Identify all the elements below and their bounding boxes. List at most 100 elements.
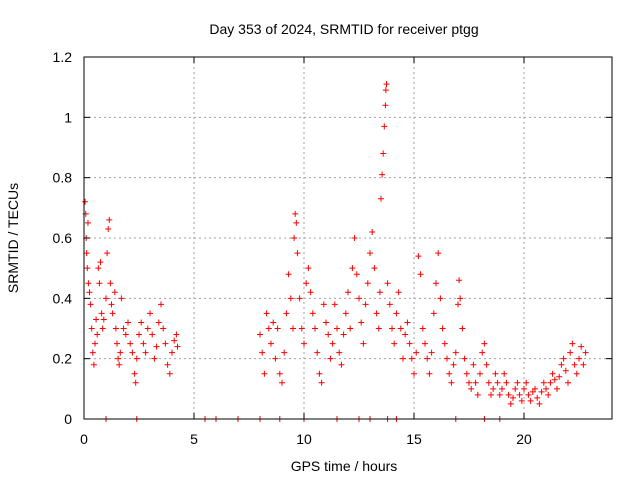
data-point (501, 370, 508, 377)
data-point (470, 361, 477, 368)
data-point (96, 280, 103, 287)
data-point (138, 319, 145, 326)
data-point (448, 379, 455, 386)
data-point (116, 361, 123, 368)
data-point (263, 310, 270, 317)
data-point (340, 331, 347, 338)
data-point (103, 295, 109, 302)
data-point (109, 310, 116, 317)
data-point (456, 277, 463, 284)
data-point (481, 340, 488, 347)
y-tick-label: 0.4 (53, 290, 73, 306)
data-point (507, 400, 514, 407)
data-point (379, 171, 386, 178)
data-point (534, 394, 541, 401)
y-tick-label: 1.2 (53, 49, 73, 65)
data-point (104, 250, 111, 257)
data-point (417, 271, 424, 278)
data-point (466, 379, 472, 386)
data-point (364, 280, 371, 287)
data-point (303, 280, 310, 287)
data-point (320, 301, 327, 308)
data-point (122, 331, 129, 338)
data-point (97, 259, 104, 266)
data-point (516, 391, 523, 398)
data-point (173, 331, 180, 338)
data-point (384, 280, 391, 287)
data-point (512, 385, 519, 392)
data-point (294, 250, 301, 257)
data-point (386, 301, 393, 308)
data-point (84, 265, 91, 272)
data-point (349, 265, 356, 272)
data-point (483, 361, 490, 368)
data-point (514, 379, 521, 386)
data-point (87, 301, 94, 308)
data-point (290, 325, 296, 332)
data-point (389, 325, 395, 332)
data-point (547, 379, 554, 386)
data-point (430, 310, 437, 317)
data-point (158, 301, 164, 308)
data-point (309, 310, 316, 317)
data-point (142, 349, 149, 356)
data-point (105, 225, 112, 232)
data-point (347, 325, 354, 332)
data-point (433, 280, 439, 287)
data-point (428, 349, 435, 356)
data-point (169, 349, 175, 356)
data-point (305, 265, 312, 272)
data-point (411, 370, 417, 377)
data-point (441, 340, 448, 347)
data-point (488, 391, 494, 398)
data-point (351, 235, 358, 241)
data-point (529, 388, 536, 395)
x-tick-label: 15 (406, 431, 422, 447)
data-point (281, 349, 288, 356)
data-point (523, 379, 530, 386)
data-point (452, 349, 459, 356)
data-point (86, 289, 93, 296)
data-point (270, 319, 277, 326)
data-point (100, 316, 107, 323)
y-tick-label: 0 (64, 411, 72, 427)
data-point (292, 210, 299, 217)
grid-lines (84, 57, 612, 419)
data-point (402, 331, 409, 338)
data-point (296, 295, 303, 302)
x-tick-label: 5 (190, 431, 198, 447)
data-point (162, 340, 169, 347)
data-point (131, 370, 138, 377)
data-point (93, 316, 100, 323)
y-axis-title: SRMTID / TECUs (5, 183, 21, 293)
data-point (549, 370, 556, 377)
data-point (450, 361, 457, 368)
data-point (318, 379, 325, 386)
data-point (140, 340, 147, 347)
data-point (301, 340, 307, 347)
data-point (556, 373, 563, 380)
data-point (171, 337, 178, 344)
data-point (314, 349, 321, 356)
data-point (505, 391, 512, 398)
y-tick-label: 0.2 (53, 351, 73, 367)
chart-title: Day 353 of 2024, SRMTID for receiver ptg… (209, 21, 478, 37)
data-point (129, 349, 136, 356)
data-point (461, 355, 468, 362)
data-point (94, 331, 101, 338)
data-point (265, 325, 272, 332)
y-axis: 0 0.2 0.4 0.6 0.8 1 1.2 (53, 49, 612, 427)
data-point (276, 370, 283, 377)
data-point (536, 400, 543, 407)
data-point (474, 391, 481, 398)
data-point (532, 385, 538, 392)
data-point (426, 370, 433, 377)
data-point (133, 355, 140, 362)
data-point (459, 325, 466, 332)
data-point (496, 391, 503, 398)
data-point (84, 219, 91, 226)
data-point (393, 310, 400, 317)
data-point (257, 331, 263, 338)
data-point (439, 325, 446, 332)
